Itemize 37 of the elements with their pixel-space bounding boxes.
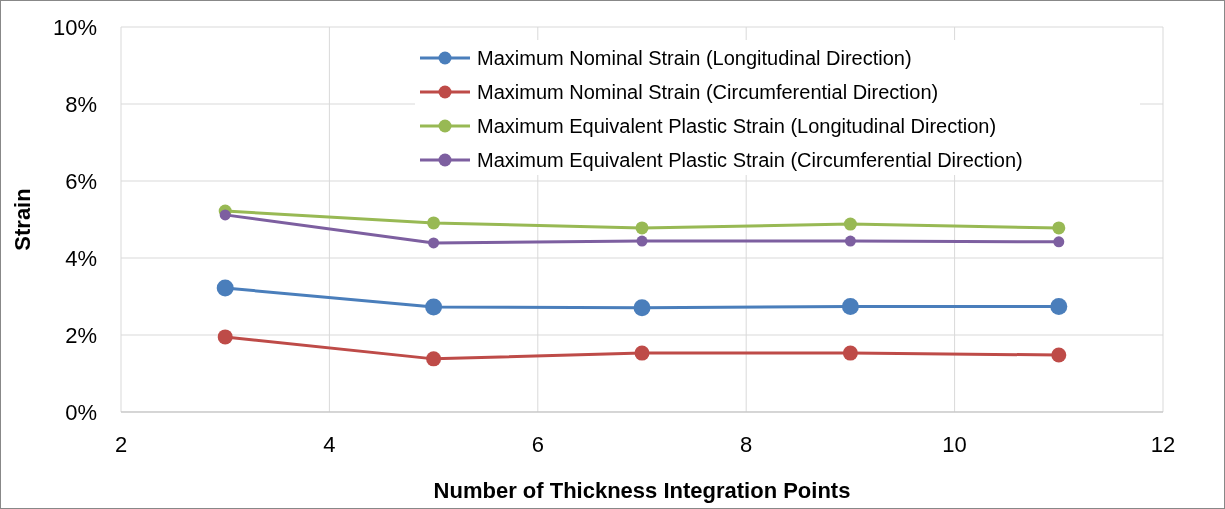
point [842,345,858,361]
x-axis-title: Number of Thickness Integration Points [433,478,851,503]
point [636,235,648,247]
point [844,235,856,247]
legend-label: Maximum Nominal Strain (Circumferential Direction) [477,81,939,103]
point [635,221,649,235]
point [1052,221,1066,235]
point [216,279,234,297]
y-tick-label: 4% [65,245,97,271]
y-tick-label: 6% [65,168,97,194]
point [841,298,859,316]
x-tick-label: 6 [531,432,544,457]
point [219,209,231,221]
x-tick-label: 12 [1150,432,1176,457]
y-tick-label: 0% [65,399,97,425]
point [1050,298,1068,316]
y-axis-title: Strain [10,188,35,251]
point [427,216,441,230]
x-tick-label: 8 [740,432,753,457]
legend-label: Maximum Equivalent Plastic Strain (Circumferential Direction) [477,149,1023,171]
y-tick-label: 10% [52,14,97,40]
point [428,237,440,249]
point [843,217,857,231]
point [1051,347,1067,363]
point [426,351,442,367]
legend-label: Maximum Equivalent Plastic Strain (Longitudinal Direction) [477,115,997,137]
y-tick-label: 8% [65,91,97,117]
point [633,299,651,317]
point [217,329,233,345]
point [1053,236,1065,248]
x-tick-label: 2 [114,432,128,457]
legend-label: Maximum Nominal Strain (Longitudinal Direction) [477,47,912,69]
point [425,298,443,316]
point [634,345,650,361]
x-tick-label: 10 [942,432,967,457]
x-tick-label: 4 [323,432,336,457]
y-tick-label: 2% [65,322,97,348]
